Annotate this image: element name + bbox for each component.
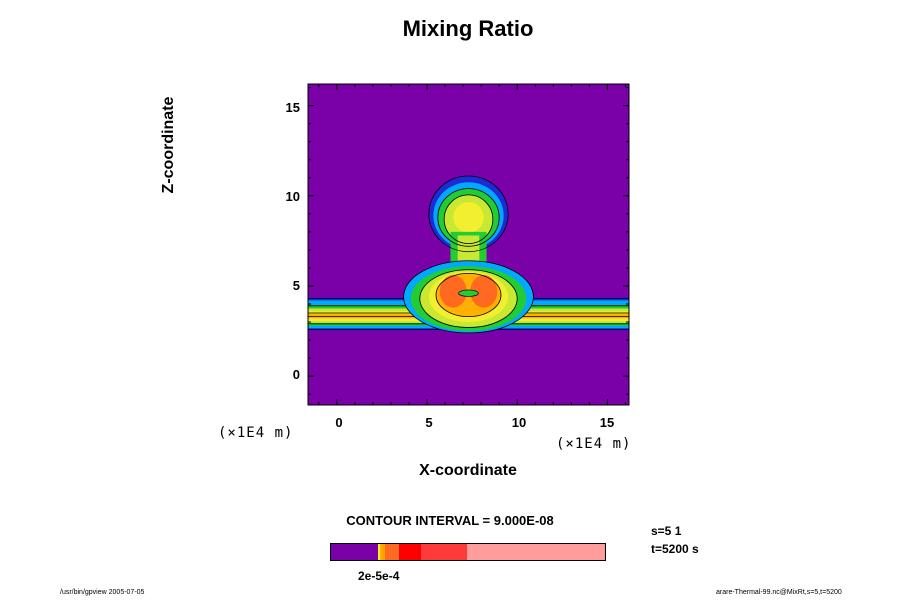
- time-label: t=5200 s: [651, 542, 699, 556]
- contour-line: [443, 194, 494, 244]
- x-axis-label: X-coordinate: [419, 462, 517, 479]
- plot-frame: [307, 83, 630, 406]
- axis-ticks: [308, 84, 629, 405]
- y-tick-label: 0: [292, 367, 300, 382]
- colorbar-segment: [381, 544, 385, 560]
- y-tick-label: 10: [285, 189, 300, 204]
- contour-interval-label: CONTOUR INTERVAL = 9.000E-08: [346, 513, 554, 528]
- thermal-cap-core: [453, 202, 484, 233]
- x-tick-label: 5: [425, 415, 433, 430]
- x-tick-label: 10: [511, 415, 527, 430]
- thermal-hot-lobe: [470, 275, 498, 308]
- x-units-label: (×1E4 m): [556, 436, 632, 452]
- colorbar-segment: [467, 544, 606, 560]
- contour-line: [435, 272, 502, 318]
- x-tick-label: 15: [599, 415, 615, 430]
- chart-title: Mixing Ratio: [402, 16, 534, 41]
- colorbar-label: 2e-5e-4: [358, 569, 400, 583]
- colorbar-segment: [421, 544, 468, 560]
- contour-line: [403, 260, 534, 334]
- contour-line: [419, 269, 518, 328]
- colorbar-segment: [377, 544, 380, 560]
- y-tick-label: 15: [285, 100, 300, 115]
- thermal-hot-lobe: [439, 275, 467, 308]
- contour-field: [308, 84, 629, 405]
- y-units-label: (×1E4 m): [218, 425, 294, 441]
- x-tick-label: 0: [335, 415, 343, 430]
- thermal-center-eye: [458, 289, 479, 297]
- colorbar-segment: [398, 544, 422, 560]
- contour-line: [428, 175, 509, 253]
- contour-line: [437, 188, 500, 247]
- colorbar: [330, 543, 606, 561]
- footer-left: /usr/bin/gpview 2005-07-05: [60, 589, 145, 596]
- colorbar-segment: [331, 544, 378, 560]
- colorbar-segment: [379, 544, 382, 560]
- time-step-label: s=5 1: [651, 524, 682, 538]
- colorbar-segment: [384, 544, 399, 560]
- y-tick-label: 5: [292, 278, 300, 293]
- footer-right: arare-Thermal-99.nc@MixRt,s=5,t=5200: [716, 589, 842, 596]
- y-axis-label: Z-coordinate: [160, 96, 177, 194]
